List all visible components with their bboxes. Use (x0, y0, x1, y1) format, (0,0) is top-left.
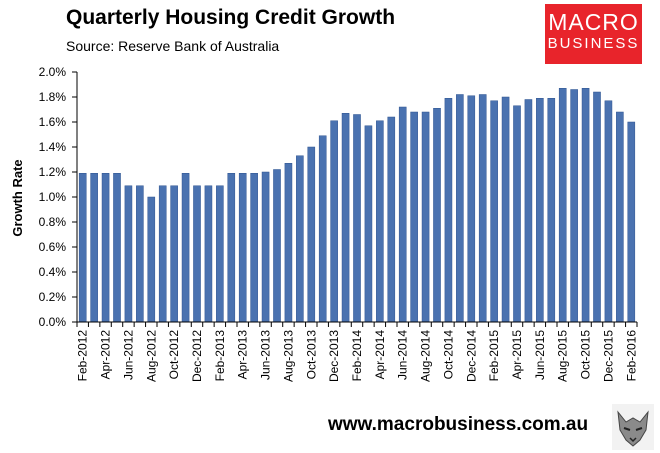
bar-Aug-2013 (284, 163, 293, 323)
x-tick-label: Feb-2014 (350, 330, 364, 382)
x-tick-label: Oct-2014 (441, 330, 455, 380)
bar-Jan-2016 (616, 111, 624, 323)
bar-Dec-2015 (604, 100, 613, 323)
bar-Jul-2013 (273, 169, 281, 323)
x-tick-label: Aug-2015 (556, 330, 570, 382)
y-tick-label: 0.2% (39, 290, 67, 304)
bar-Nov-2012 (181, 173, 190, 323)
y-tick-label: 0.8% (39, 215, 67, 229)
x-tick-label: Aug-2013 (281, 330, 295, 382)
x-tick-label: Dec-2014 (464, 330, 478, 382)
bar-Apr-2014 (376, 120, 384, 323)
bar-Jun-2013 (261, 171, 270, 323)
logo-line-2: BUSINESS (547, 35, 640, 52)
x-tick-label: Apr-2014 (373, 330, 387, 380)
y-tick-label: 1.8% (39, 90, 67, 104)
svg-text:Growth Rate: Growth Rate (10, 159, 25, 236)
x-tick-label: Dec-2013 (327, 330, 341, 382)
axes (76, 72, 637, 323)
x-tick-label: Feb-2012 (76, 330, 90, 382)
bar-May-2013 (250, 173, 258, 323)
x-tick-label: Aug-2014 (419, 330, 433, 382)
bar-Aug-2012 (147, 196, 156, 323)
bar-Dec-2014 (467, 95, 476, 323)
bar-Jul-2012 (136, 185, 144, 323)
x-tick-label: Jun-2013 (259, 330, 273, 380)
bar-Nov-2015 (593, 91, 601, 323)
macrobusiness-logo: MACRO BUSINESS (545, 4, 642, 64)
bar-Mar-2014 (364, 125, 373, 323)
bar-Oct-2015 (581, 88, 590, 323)
bar-Mar-2013 (227, 173, 236, 323)
bar-Jul-2014 (410, 111, 418, 323)
x-tick-label: Feb-2016 (624, 330, 638, 382)
bar-Dec-2013 (330, 120, 338, 323)
y-tick-label: 0.4% (39, 265, 67, 279)
bar-Jun-2012 (124, 185, 133, 323)
x-tick-label: Oct-2012 (167, 330, 181, 380)
x-tick-label: Oct-2013 (304, 330, 318, 380)
y-tick-label: 1.0% (39, 190, 67, 204)
x-tick-label: Apr-2015 (510, 330, 524, 380)
x-tick-label: Jun-2015 (533, 330, 547, 380)
bar-Oct-2014 (444, 98, 453, 323)
logo-line-1: MACRO (548, 9, 639, 35)
bar-Jul-2015 (547, 98, 556, 323)
y-axis-label: Growth Rate (10, 159, 25, 236)
y-axis-ticks: 0.0% 0.2% 0.4% 0.6% 0.8% 1.0% 1.2% 1.4% 1.6% 1.8%… (39, 65, 77, 329)
bar-Jan-2013 (204, 185, 213, 323)
y-tick-label: 0.0% (39, 315, 67, 329)
bar-Apr-2015 (513, 105, 521, 323)
y-tick-label: 1.6% (39, 115, 67, 129)
bar-Mar-2012 (90, 173, 98, 323)
bar-Feb-2015 (490, 100, 498, 323)
bar-Sep-2014 (433, 108, 441, 323)
bar-Dec-2012 (193, 185, 201, 323)
bar-Apr-2012 (101, 173, 110, 323)
bar-May-2014 (387, 116, 396, 323)
x-tick-label: Dec-2012 (190, 330, 204, 382)
x-tick-label: Aug-2012 (144, 330, 158, 382)
bar-Nov-2014 (456, 94, 464, 323)
bar-Sep-2015 (570, 89, 578, 323)
x-tick-label: Feb-2013 (213, 330, 227, 382)
bar-Oct-2013 (307, 146, 316, 323)
bar-Jun-2015 (536, 98, 544, 323)
bar-Aug-2015 (558, 88, 567, 323)
footer-url: www.macrobusiness.com.au (328, 414, 589, 435)
bar-Jun-2014 (398, 106, 407, 323)
x-tick-label: Apr-2012 (99, 330, 113, 380)
x-tick-label: Apr-2013 (236, 330, 250, 380)
y-tick-label: 1.4% (39, 140, 67, 154)
x-tick-label: Feb-2015 (487, 330, 501, 382)
bar-May-2015 (524, 99, 533, 323)
bar-Jan-2015 (478, 94, 487, 323)
x-tick-label: Jun-2014 (396, 330, 410, 380)
bar-May-2012 (113, 173, 121, 323)
y-tick-label: 2.0% (39, 65, 67, 79)
x-tick-label: Jun-2012 (121, 330, 135, 380)
y-tick-label: 1.2% (39, 165, 67, 179)
bar-Nov-2013 (318, 135, 327, 323)
bar-Apr-2013 (238, 173, 247, 323)
bar-Feb-2016 (627, 121, 636, 323)
wolf-logo-icon (612, 404, 654, 450)
x-tick-label: Oct-2015 (579, 330, 593, 380)
bar-Aug-2014 (421, 111, 430, 323)
bar-Feb-2012 (78, 173, 87, 323)
bar-Jan-2014 (341, 113, 350, 323)
chart-subtitle: Source: Reserve Bank of Australia (66, 38, 280, 54)
bar-Sep-2012 (158, 185, 167, 323)
chart-title: Quarterly Housing Credit Growth (66, 6, 396, 29)
x-tick-label: Dec-2015 (601, 330, 615, 382)
bar-Mar-2015 (501, 96, 510, 323)
y-tick-label: 0.6% (39, 240, 67, 254)
bar-Sep-2013 (296, 155, 304, 323)
bar-Oct-2012 (170, 185, 178, 323)
bar-Feb-2014 (353, 114, 361, 323)
x-axis-ticks: Feb-2012 Apr-2012 Jun-2012 Aug-2012 Oct-2012… (76, 322, 638, 382)
bar-Feb-2013 (216, 185, 224, 323)
bars (78, 88, 636, 323)
